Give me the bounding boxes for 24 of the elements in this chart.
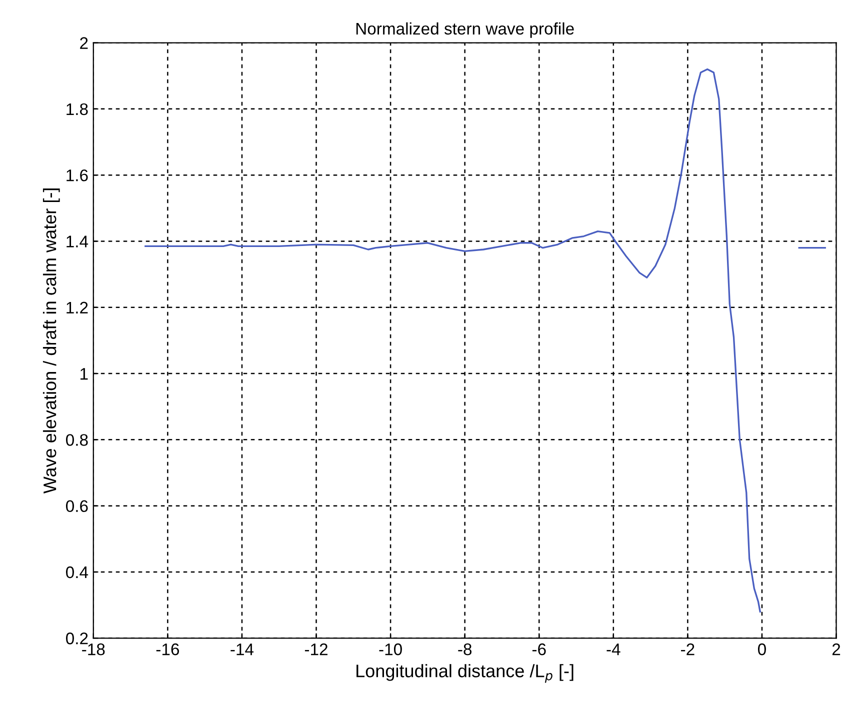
x-tick-label: -16 — [156, 643, 179, 656]
y-tick-label: 1.6 — [66, 169, 88, 182]
x-tick-label: -10 — [379, 643, 402, 656]
y-tick-label: 1 — [80, 368, 88, 380]
y-tick-label: 0.8 — [66, 434, 88, 446]
x-tick-label: -4 — [606, 644, 620, 656]
x-tick-label: -18 — [82, 643, 105, 656]
y-tick-label: 0.6 — [66, 500, 88, 512]
x-axis-title: Longitudinal distance /L$_{p}$ [-] — [356, 664, 574, 683]
y-tick-label: 0.4 — [66, 566, 88, 578]
y-tick-label: 0.2 — [66, 632, 88, 644]
y-tick-label: 1.4 — [66, 236, 88, 248]
x-tick-label: -8 — [458, 643, 472, 656]
y-axis-title: Wave elevation / draft in calm water [-] — [42, 188, 60, 494]
x-tick-label: -14 — [230, 644, 254, 656]
y-tick-label: 1.2 — [66, 302, 88, 314]
x-tick-label: -12 — [304, 643, 328, 656]
y-tick-label: 1.8 — [66, 103, 88, 116]
x-tick-label: -6 — [532, 643, 546, 656]
y-tick-label: 2 — [80, 37, 88, 49]
chart-title: Normalized stern wave profile — [356, 22, 574, 38]
x-tick-label: 2 — [832, 643, 840, 656]
x-tick-label: -2 — [681, 643, 694, 656]
x-tick-label: 0 — [758, 643, 766, 656]
